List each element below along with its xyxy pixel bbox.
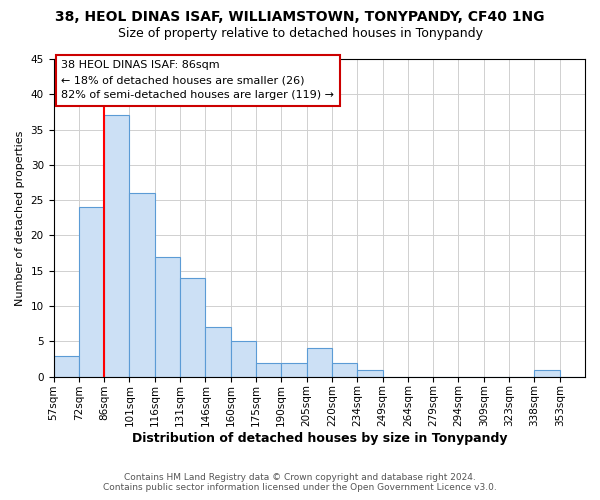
Bar <box>104 116 130 376</box>
Text: 38 HEOL DINAS ISAF: 86sqm
← 18% of detached houses are smaller (26)
82% of semi-: 38 HEOL DINAS ISAF: 86sqm ← 18% of detac… <box>61 60 334 100</box>
Y-axis label: Number of detached properties: Number of detached properties <box>15 130 25 306</box>
Bar <box>307 348 332 376</box>
Bar <box>205 328 230 376</box>
Bar <box>180 278 205 376</box>
Bar <box>535 370 560 376</box>
Bar <box>357 370 383 376</box>
Bar <box>332 362 357 376</box>
Bar <box>79 208 104 376</box>
X-axis label: Distribution of detached houses by size in Tonypandy: Distribution of detached houses by size … <box>131 432 507 445</box>
Text: Size of property relative to detached houses in Tonypandy: Size of property relative to detached ho… <box>118 28 482 40</box>
Bar <box>230 342 256 376</box>
Text: 38, HEOL DINAS ISAF, WILLIAMSTOWN, TONYPANDY, CF40 1NG: 38, HEOL DINAS ISAF, WILLIAMSTOWN, TONYP… <box>55 10 545 24</box>
Bar <box>155 256 180 376</box>
Bar <box>53 356 79 376</box>
Bar <box>256 362 281 376</box>
Text: Contains HM Land Registry data © Crown copyright and database right 2024.
Contai: Contains HM Land Registry data © Crown c… <box>103 473 497 492</box>
Bar <box>281 362 307 376</box>
Bar <box>130 193 155 376</box>
